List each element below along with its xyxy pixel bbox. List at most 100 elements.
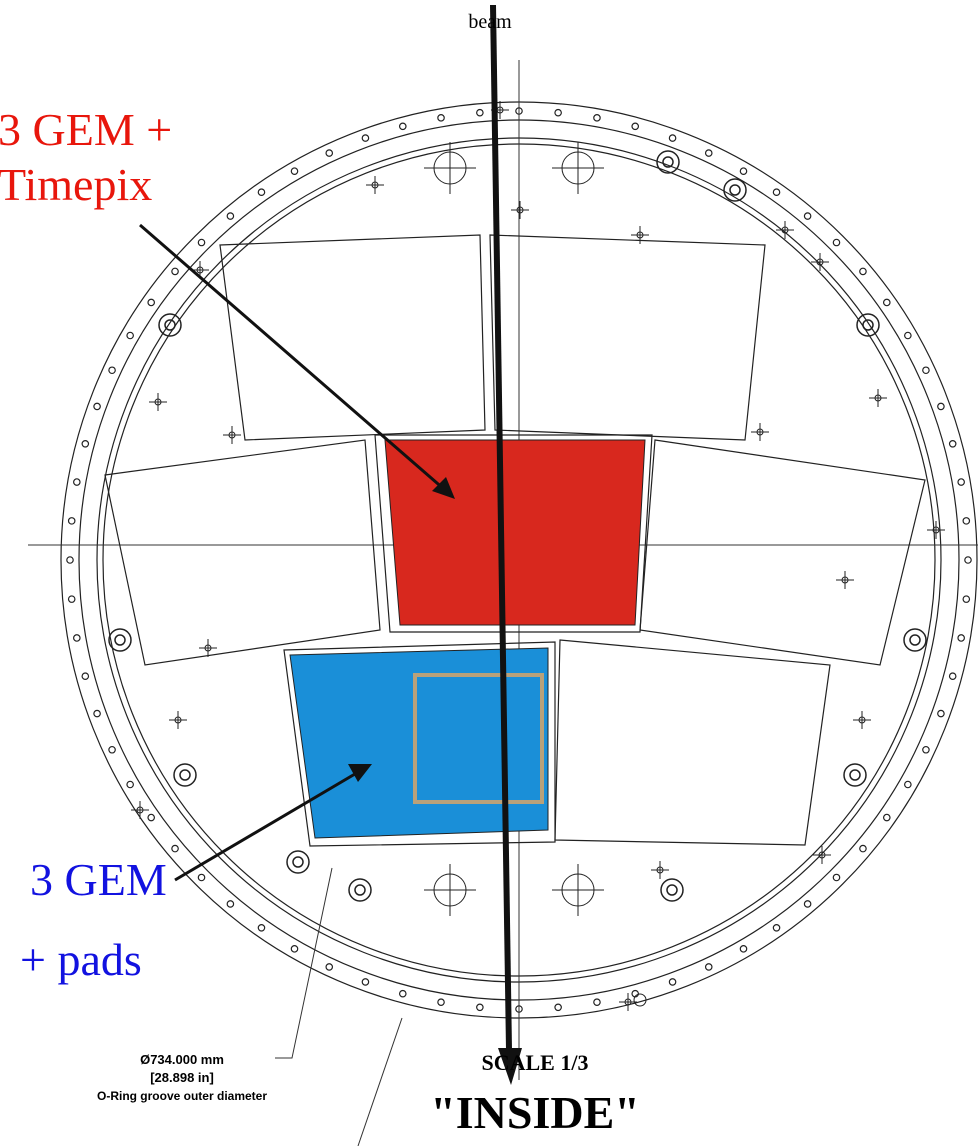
hole	[922, 745, 930, 754]
hole	[354, 884, 366, 896]
hole	[909, 634, 921, 646]
hole	[257, 923, 266, 932]
beam-arrow	[490, 4, 512, 1051]
hole	[197, 873, 206, 882]
hole	[772, 188, 781, 197]
hole	[729, 184, 741, 196]
hole	[662, 156, 674, 168]
hole	[515, 107, 523, 115]
hole	[832, 238, 841, 247]
hole	[739, 167, 748, 175]
hole	[832, 873, 841, 882]
hole	[668, 134, 677, 142]
hole	[398, 122, 407, 131]
beam-arrowhead	[498, 1048, 522, 1085]
hole	[126, 780, 134, 789]
timepix-footprint	[413, 673, 544, 804]
hole	[904, 780, 912, 789]
pads-arrow	[174, 769, 361, 882]
hole	[66, 556, 74, 564]
hole	[704, 963, 713, 971]
hole	[398, 989, 407, 998]
pads-module	[289, 647, 549, 839]
hole	[226, 212, 235, 220]
hole	[937, 709, 945, 718]
panels	[104, 234, 926, 847]
hole	[656, 150, 680, 174]
end-plate	[28, 60, 978, 1080]
hole	[515, 1005, 523, 1013]
hole	[856, 313, 880, 337]
hole	[882, 813, 891, 822]
hole	[290, 945, 299, 953]
arrowhead	[432, 477, 455, 499]
hole	[660, 878, 684, 902]
hole	[849, 769, 861, 781]
hole	[633, 993, 647, 1007]
hole	[593, 998, 601, 1006]
hole	[164, 319, 176, 331]
hole	[108, 628, 132, 652]
red-label: Timepix	[0, 159, 152, 210]
hole	[803, 212, 812, 220]
red-label: 3 GEM +	[0, 104, 172, 155]
hole	[179, 769, 191, 781]
hole	[903, 628, 927, 652]
dimension-text: Ø734.000 mm	[140, 1052, 224, 1067]
dimension-text: O-Ring groove outer diameter	[97, 1089, 267, 1103]
hole	[171, 267, 179, 276]
hole	[257, 188, 266, 197]
hole	[772, 923, 781, 932]
dimension-text: [28.898 in]	[150, 1070, 214, 1085]
hole	[147, 813, 156, 822]
hole	[859, 844, 867, 853]
hole	[348, 878, 372, 902]
hole	[147, 298, 156, 307]
hole	[593, 114, 601, 122]
blue-label: 3 GEM	[30, 854, 167, 905]
hole	[292, 856, 304, 868]
hole	[93, 709, 101, 718]
hole	[361, 134, 370, 142]
scale-label: SCALE 1/3	[482, 1050, 589, 1075]
hole	[704, 149, 713, 157]
hole	[81, 439, 90, 448]
hole	[862, 319, 874, 331]
hole	[554, 108, 562, 117]
leader-line	[275, 867, 333, 1059]
hole	[93, 402, 101, 411]
hole	[631, 122, 640, 131]
hole	[325, 963, 334, 971]
hole	[81, 672, 90, 681]
hole	[922, 366, 930, 375]
hole	[286, 850, 310, 874]
view-label: "INSIDE"	[430, 1087, 640, 1138]
hole	[948, 439, 957, 448]
timepix-arrow	[139, 223, 446, 492]
blue-label: + pads	[20, 934, 142, 985]
hole	[962, 517, 971, 525]
hole	[173, 763, 197, 787]
hole	[476, 108, 484, 117]
hole	[197, 238, 206, 247]
hole	[554, 1003, 562, 1012]
hole	[325, 149, 334, 157]
hole	[476, 1003, 484, 1012]
hole	[723, 178, 747, 202]
hole	[957, 478, 965, 486]
hole	[226, 900, 235, 908]
holes	[66, 101, 972, 1013]
hole	[948, 672, 957, 681]
hole	[67, 595, 76, 603]
hole	[67, 517, 76, 525]
arrowhead	[348, 764, 372, 782]
timepix-module	[384, 439, 646, 626]
hole	[962, 595, 971, 603]
hole	[668, 978, 677, 986]
hole	[937, 402, 945, 411]
hole	[290, 167, 299, 175]
beam-label: beam	[468, 11, 512, 33]
hole	[859, 267, 867, 276]
hole	[437, 998, 445, 1006]
